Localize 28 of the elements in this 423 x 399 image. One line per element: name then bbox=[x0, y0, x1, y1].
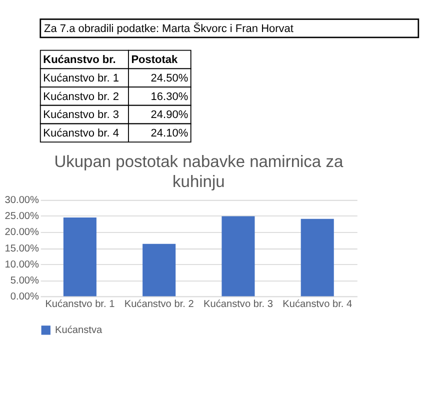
bar bbox=[63, 218, 96, 296]
text: Kućanstvo br. 4 bbox=[43, 128, 119, 140]
legend-label: Kućanstva bbox=[55, 324, 103, 336]
bar bbox=[222, 216, 255, 296]
y-tick-label: 20.00% bbox=[4, 227, 40, 238]
text: Za 7.a obradili podatke: Marta Škvorc i Fran Horvat bbox=[44, 22, 294, 35]
y-tick-label: 0.00% bbox=[10, 291, 40, 302]
x-tick-label: Kućanstvo br. 3 bbox=[203, 298, 274, 310]
y-tick-label: 25.00% bbox=[4, 211, 40, 222]
bar bbox=[300, 218, 334, 296]
text: 24.90% bbox=[150, 109, 188, 122]
text: Kućanstvo br. 3 bbox=[43, 109, 119, 122]
x-tick-label: Kućanstvo br. 2 bbox=[124, 298, 194, 310]
y-tick-label: 15.00% bbox=[4, 243, 40, 254]
x-tick-label: Kućanstvo br. 4 bbox=[282, 298, 352, 310]
x-tick-label: Kućanstvo br. 1 bbox=[45, 298, 116, 310]
text: Postotak bbox=[131, 54, 179, 66]
text: Kućanstvo br. 2 bbox=[43, 90, 119, 103]
text: Kućanstvo br. bbox=[43, 54, 116, 66]
bar bbox=[142, 244, 176, 296]
y-tick-label: 5.00% bbox=[10, 275, 40, 286]
text: Kućanstvo br. 1 bbox=[43, 72, 119, 85]
chart-title: Ukupan postotak nabavke namirnica za kuhinju bbox=[54, 152, 344, 192]
text: 24.50% bbox=[150, 72, 188, 85]
text: 16.30% bbox=[150, 90, 188, 103]
y-tick-label: 10.00% bbox=[4, 259, 40, 270]
y-tick-label: 30.00% bbox=[4, 195, 40, 206]
text: 24.10% bbox=[150, 128, 188, 140]
